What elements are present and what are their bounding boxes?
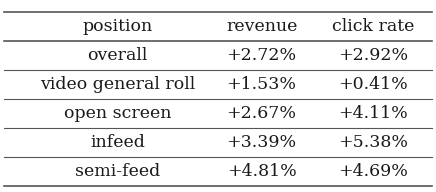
Text: +2.67%: +2.67%: [227, 105, 296, 122]
Text: position: position: [82, 18, 153, 35]
Text: overall: overall: [88, 47, 148, 64]
Text: +4.11%: +4.11%: [338, 105, 408, 122]
Text: video general roll: video general roll: [40, 76, 195, 93]
Text: +2.72%: +2.72%: [227, 47, 296, 64]
Text: click rate: click rate: [332, 18, 414, 35]
Text: +2.92%: +2.92%: [338, 47, 408, 64]
Text: +1.53%: +1.53%: [227, 76, 296, 93]
Text: open screen: open screen: [64, 105, 171, 122]
Text: +3.39%: +3.39%: [227, 134, 296, 151]
Text: infeed: infeed: [90, 134, 145, 151]
Text: semi-feed: semi-feed: [75, 163, 160, 180]
Text: +0.41%: +0.41%: [338, 76, 408, 93]
Text: revenue: revenue: [226, 18, 297, 35]
Text: +4.81%: +4.81%: [227, 163, 296, 180]
Text: +5.38%: +5.38%: [338, 134, 408, 151]
Text: +4.69%: +4.69%: [338, 163, 408, 180]
